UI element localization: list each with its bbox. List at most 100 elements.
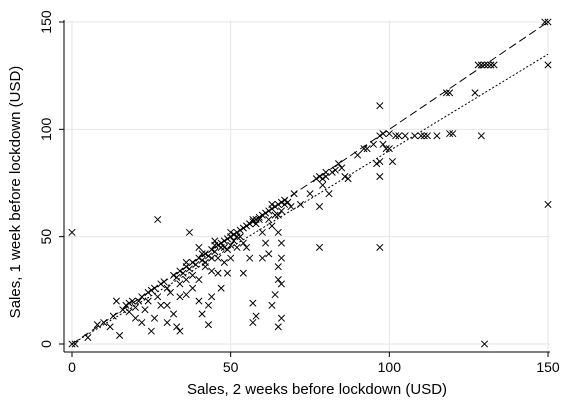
data-point [252,220,260,228]
data-point [541,18,549,26]
x-tick-label: 100 [378,359,402,375]
data-point [233,243,241,251]
data-point [223,245,232,254]
data-point [211,248,219,256]
y-tick-label: 150 [38,10,54,34]
data-point [106,323,114,331]
data-point [208,245,216,254]
y-tick-label: 0 [38,340,54,348]
data-point [385,145,393,153]
data-point [198,250,206,258]
data-point [477,61,485,69]
data-point [544,18,552,26]
data-point [271,211,279,219]
data-point [68,340,76,348]
data-point [169,310,178,318]
x-tick-label: 50 [223,359,239,375]
data-point [335,160,343,168]
data-point [449,130,457,138]
data-point [277,254,285,262]
data-point [477,132,485,140]
data-point [223,235,232,243]
data-point [480,340,489,348]
data-point [195,276,203,284]
data-point [354,151,362,159]
data-point [277,207,285,215]
data-point [446,89,454,97]
data-point [376,132,384,140]
data-point [262,239,270,247]
data-point [312,175,320,183]
data-point [195,243,203,251]
data-point [198,310,206,318]
data-point [220,258,228,266]
data-point [204,252,213,260]
data-point [373,160,381,168]
data-point [274,200,282,209]
data-point [163,318,171,327]
data-point [217,243,225,251]
data-point [544,200,552,209]
y-axis-title: Sales, 1 week before lockdown (USD) [7,66,24,319]
data-point [480,61,489,69]
data-point [147,327,155,335]
data-point [395,132,403,140]
data-point [284,198,292,206]
data-point [116,331,124,339]
data-point [423,132,431,140]
data-point [274,263,282,271]
data-point [471,89,479,97]
data-point [376,173,384,181]
data-point [325,190,333,198]
data-point [376,102,384,110]
data-point [271,203,279,211]
data-point [198,256,206,264]
data-point [376,243,384,251]
data-point [411,132,419,140]
data-point [135,297,143,305]
data-point [173,323,181,331]
data-point [344,175,352,183]
y-tick-label: 50 [38,229,54,245]
axes [63,20,550,353]
data-point [185,265,193,273]
y-tick-label: 100 [38,117,54,141]
data-point [433,132,441,140]
data-point [249,318,257,327]
data-point [255,213,263,221]
data-point [239,269,247,277]
data-point [417,132,425,140]
data-point [204,321,213,329]
data-point [392,132,400,140]
data-point [68,228,76,236]
data-point [338,164,346,172]
data-points [68,18,552,348]
data-point [258,211,266,219]
data-point [369,140,378,148]
data-point [122,301,130,309]
data-point [227,228,235,236]
data-point [182,258,190,266]
data-point [192,261,200,269]
data-point [258,228,266,236]
data-point [274,211,282,219]
data-point [208,267,216,275]
x-axis-title: Sales, 2 weeks before lockdown (USD) [187,381,447,398]
data-point [176,293,184,301]
data-point [249,299,257,307]
data-point [195,297,203,305]
data-point [150,314,159,322]
data-point [220,237,228,245]
tick-marks: 0 50 100 150 0 50 100 150 [38,10,560,375]
data-point [328,168,336,176]
data-point [252,312,260,320]
data-point [360,145,368,153]
data-point [138,318,146,327]
data-point [166,288,174,297]
data-point [125,308,133,316]
data-point [163,301,171,309]
data-point [249,218,257,226]
data-point [341,173,349,181]
data-point [363,145,371,153]
